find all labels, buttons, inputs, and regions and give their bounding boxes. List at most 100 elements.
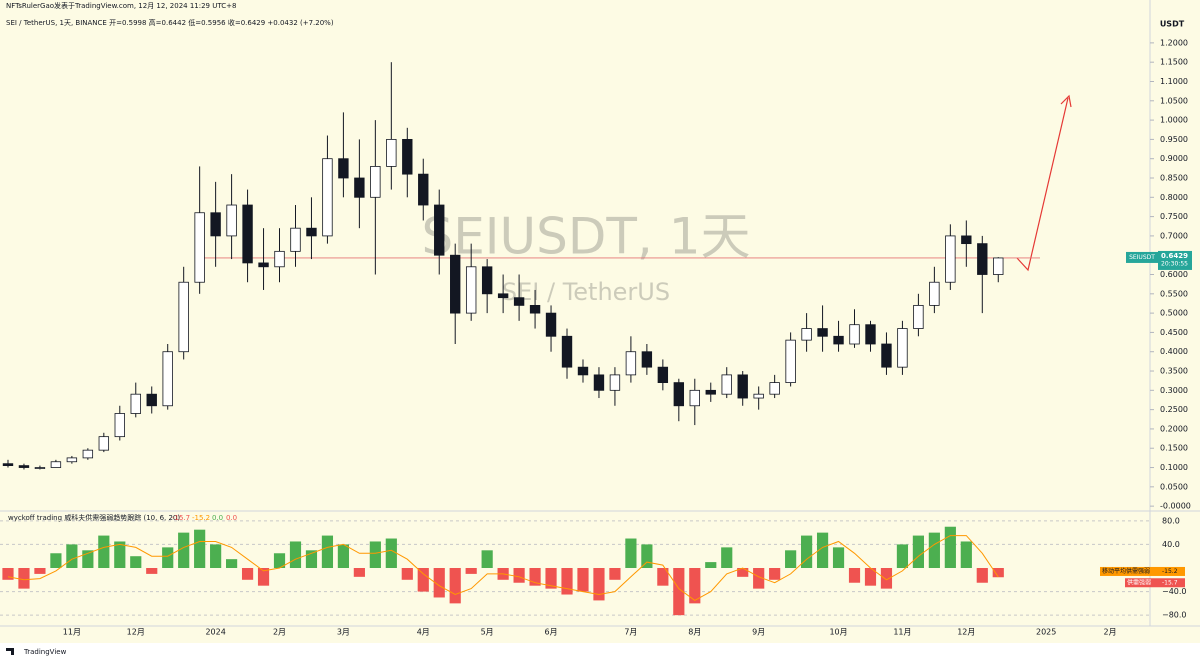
y-tick-label: 0.8000: [1160, 193, 1188, 202]
histogram-bar: [2, 568, 14, 580]
candle-body: [194, 212, 205, 283]
y-tick-label: 0.9500: [1160, 135, 1188, 144]
histogram-bar: [194, 529, 206, 568]
y-tick-label: 0.5000: [1160, 309, 1188, 318]
x-tick-label: 2025: [1036, 628, 1056, 637]
tag-bg: [1155, 578, 1185, 588]
footer-logo: [6, 648, 14, 655]
candle-body: [98, 436, 110, 451]
histogram-bar: [705, 562, 717, 568]
histogram-bar: [210, 544, 222, 568]
histogram-bar: [769, 568, 781, 580]
candle-body: [82, 449, 94, 459]
histogram-bar: [305, 550, 318, 568]
histogram-bar: [545, 568, 557, 589]
tag-bg: [1155, 566, 1185, 576]
legend-value: 0.0: [212, 514, 223, 522]
histogram-bar: [98, 535, 110, 568]
price-tag: 0.6429: [1161, 252, 1188, 260]
candle-body: [689, 389, 700, 407]
y-tick-label: 0.1500: [1160, 444, 1188, 453]
histogram-bar: [385, 538, 397, 568]
histogram-bar: [337, 544, 349, 568]
arrow-head: [1060, 94, 1072, 108]
symbol-tag: SEIUSDT: [1129, 254, 1155, 261]
candle-body: [865, 324, 876, 345]
candle-body: [977, 243, 988, 275]
candle-body: [577, 366, 589, 376]
x-tick-label: 8月: [688, 628, 701, 637]
candle-body: [450, 254, 461, 314]
histogram-bar: [928, 532, 940, 568]
x-tick-label: 11月: [63, 628, 81, 637]
price-tag-bg: [1158, 250, 1192, 270]
y-tick-label: 0.6000: [1160, 270, 1188, 279]
x-tick-label: 9月: [752, 628, 765, 637]
candle-body: [34, 467, 46, 469]
author-line: NFTsRulerGao发表于TradingView.com, 12月 12, …: [6, 1, 236, 10]
histogram-bar: [273, 553, 286, 568]
candle-body: [513, 297, 525, 306]
y-tick-label: −80.0: [1162, 611, 1187, 620]
footer-bar: [0, 643, 1200, 661]
x-tick-label: 2024: [205, 628, 225, 637]
histogram-bar: [673, 568, 685, 616]
histogram-bar: [257, 568, 270, 586]
x-tick-label: 11月: [893, 628, 911, 637]
candle-body: [402, 138, 413, 175]
histogram-bar: [609, 568, 621, 580]
candle-body: [625, 351, 637, 376]
histogram-bar: [785, 550, 797, 568]
x-tick-label: 2月: [1104, 628, 1117, 637]
y-tick-label: 80.0: [1162, 516, 1180, 525]
legend-value: -15.7: [172, 514, 190, 522]
candle-body: [322, 158, 333, 237]
legend-value: 0.0: [226, 514, 237, 522]
candle-body: [242, 204, 253, 264]
candle-body: [497, 293, 509, 299]
y-tick-label: 0.7500: [1160, 212, 1188, 221]
candle-body: [146, 393, 157, 407]
candle-body: [801, 328, 812, 341]
histogram-bar: [816, 532, 829, 568]
countdown: 20:30:55: [1161, 260, 1188, 267]
histogram-bar: [529, 568, 541, 586]
histogram-bar: [513, 568, 525, 583]
x-tick-label: 12月: [127, 628, 145, 637]
histogram-bar: [848, 568, 861, 583]
y-tick-label: −40.0: [1162, 587, 1187, 596]
histogram-bar: [50, 553, 62, 568]
histogram-bar: [162, 547, 174, 568]
candle-body: [370, 166, 381, 198]
candle-body: [465, 266, 477, 314]
histogram-bar: [896, 544, 909, 568]
currency-label: USDT: [1160, 20, 1185, 29]
candle-body: [817, 328, 828, 337]
symbol-tag-bg: [1126, 251, 1158, 263]
series-tag-value: -15.7: [1162, 579, 1178, 586]
x-tick-label: 7月: [624, 628, 637, 637]
candle-body: [162, 351, 173, 407]
candle-body: [641, 351, 653, 368]
y-tick-label: 0.8500: [1160, 174, 1188, 183]
candle-body: [338, 158, 349, 179]
candle-body: [961, 235, 972, 245]
candle-body: [673, 382, 685, 407]
series-tag: 移动平均供需强弱: [1102, 567, 1150, 575]
indicator-title: wyckoff trading 威科夫供需强弱趋势跟踪 (10, 6, 20): [8, 513, 180, 522]
candle-body: [434, 204, 445, 256]
histogram-bar: [417, 568, 429, 592]
candle-body: [561, 335, 573, 368]
y-tick-label: 0.5500: [1160, 289, 1188, 298]
candle-body: [769, 382, 780, 395]
y-tick-label: 1.1500: [1160, 58, 1188, 67]
y-tick-label: 1.0500: [1160, 96, 1188, 105]
watermark-subtitle: SEI / TetherUS: [502, 278, 670, 306]
candle-body: [418, 173, 429, 206]
candle-body: [178, 281, 189, 353]
series-tag: 供需强弱: [1127, 578, 1151, 586]
histogram-bar: [912, 535, 924, 568]
histogram-bar: [241, 568, 254, 580]
candle-body: [993, 257, 1004, 275]
tag-bg: [1125, 578, 1155, 588]
